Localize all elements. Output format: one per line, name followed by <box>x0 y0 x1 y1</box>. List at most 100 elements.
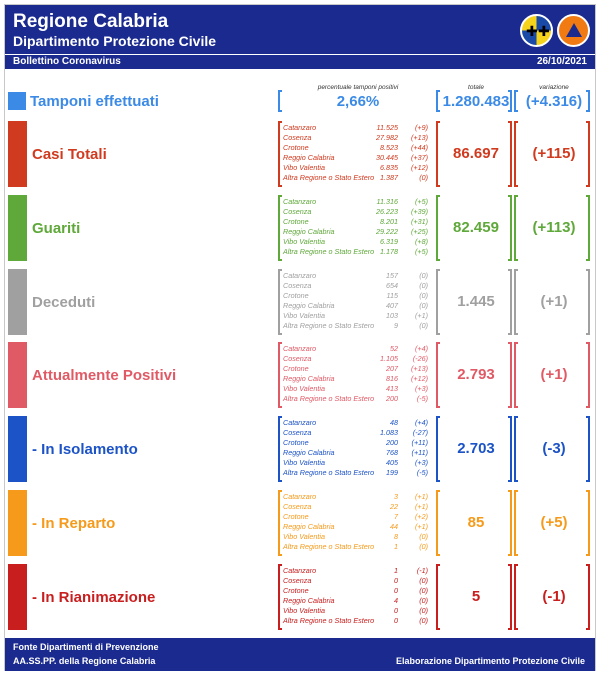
province-name: Cosenza <box>283 207 312 216</box>
province-list: Catanzaro 157 (0) Cosenza 654 (0) Crotone 115 (0… <box>280 271 436 333</box>
cross-icon: ✚ <box>538 23 550 39</box>
section-marker <box>8 269 27 335</box>
province-delta: (+39) <box>411 207 428 216</box>
section-marker <box>8 121 27 187</box>
bulletin-date: 26/10/2021 <box>536 56 587 67</box>
province-name: Altra Regione o Stato Estero <box>283 616 375 625</box>
section-label: Attualmente Positivi <box>32 367 177 384</box>
province-row: Reggio Calabria 768 (+11) <box>280 448 436 458</box>
province-value: 3 <box>394 492 398 501</box>
province-row: Catanzaro 11.525 (+9) <box>280 123 436 133</box>
section-guariti: Guariti Catanzaro 11.316 (+5) Cosenza 26.223 (… <box>0 195 600 261</box>
province-value: 407 <box>386 301 398 310</box>
province-delta: (+1) <box>415 522 428 531</box>
province-row: Catanzaro 3 (+1) <box>280 492 436 502</box>
province-row: Catanzaro 11.316 (+5) <box>280 197 436 207</box>
section-marker <box>8 195 27 261</box>
province-value: 1.387 <box>380 173 398 182</box>
province-name: Catanzaro <box>283 197 317 206</box>
bracket <box>514 195 518 261</box>
section-marker <box>8 342 27 408</box>
province-delta: (0) <box>419 542 428 551</box>
bracket <box>436 195 440 261</box>
province-delta: (+3) <box>415 458 428 467</box>
province-value: 103 <box>386 311 398 320</box>
province-delta: (-26) <box>412 354 428 363</box>
province-list: Catanzaro 11.525 (+9) Cosenza 27.982 (+13) Cro… <box>280 123 436 185</box>
province-value: 6.835 <box>380 163 398 172</box>
province-name: Vibo Valentia <box>283 384 325 393</box>
bracket <box>508 90 512 112</box>
province-value: 816 <box>386 374 398 383</box>
section-casi: Casi Totali Catanzaro 11.525 (+9) Cosenza 27.… <box>0 121 600 187</box>
province-value: 44 <box>390 522 398 531</box>
province-delta: (+1) <box>415 502 428 511</box>
bracket <box>436 490 440 556</box>
province-value: 52 <box>390 344 398 353</box>
section-total: 2.703 <box>457 440 495 457</box>
tamponi-marker <box>8 92 26 110</box>
bracket <box>278 416 282 482</box>
province-name: Crotone <box>283 217 309 226</box>
bracket <box>508 564 512 630</box>
province-value: 0 <box>394 616 398 625</box>
province-name: Reggio Calabria <box>283 227 335 236</box>
province-value: 48 <box>390 418 398 427</box>
province-delta: (0) <box>419 586 428 595</box>
province-name: Vibo Valentia <box>283 163 325 172</box>
header: Regione Calabria Dipartimento Protezione… <box>5 5 595 54</box>
province-delta: (+11) <box>411 438 428 447</box>
province-name: Altra Regione o Stato Estero <box>283 173 375 182</box>
province-row: Vibo Valentia 6.319 (+8) <box>280 237 436 247</box>
province-name: Catanzaro <box>283 566 317 575</box>
bracket <box>508 416 512 482</box>
province-name: Catanzaro <box>283 418 317 427</box>
province-delta: (+11) <box>411 448 428 457</box>
province-delta: (+37) <box>411 153 428 162</box>
province-value: 8.201 <box>380 217 398 226</box>
tamponi-total: 1.280.483 <box>442 93 510 110</box>
footer: Fonte Dipartimenti di Prevenzione AA.SS.… <box>5 638 595 671</box>
bracket <box>278 342 282 408</box>
province-delta: (+12) <box>411 374 428 383</box>
province-name: Cosenza <box>283 133 312 142</box>
bracket <box>508 195 512 261</box>
province-value: 200 <box>386 394 398 403</box>
bracket <box>586 490 590 556</box>
province-name: Reggio Calabria <box>283 448 335 457</box>
province-value: 1 <box>394 566 398 575</box>
province-delta: (+13) <box>411 133 428 142</box>
province-row: Altra Regione o Stato Estero 9 (0) <box>280 321 436 331</box>
province-name: Cosenza <box>283 502 312 511</box>
province-delta: (+25) <box>411 227 428 236</box>
province-name: Cosenza <box>283 428 312 437</box>
province-list: Catanzaro 52 (+4) Cosenza 1.105 (-26) Crotone 2… <box>280 344 436 406</box>
province-name: Vibo Valentia <box>283 606 325 615</box>
province-value: 413 <box>386 384 398 393</box>
province-name: Crotone <box>283 438 309 447</box>
province-value: 654 <box>386 281 398 290</box>
province-value: 8 <box>394 532 398 541</box>
province-row: Cosenza 1.083 (-27) <box>280 428 436 438</box>
bracket <box>586 269 590 335</box>
section-label: Casi Totali <box>32 146 107 163</box>
province-delta: (0) <box>419 173 428 182</box>
province-name: Catanzaro <box>283 123 317 132</box>
province-row: Crotone 115 (0) <box>280 291 436 301</box>
province-value: 6.319 <box>380 237 398 246</box>
section-total: 2.793 <box>457 366 495 383</box>
section-rianimazione: - In Rianimazione Catanzaro 1 (-1) Cosenza 0 (… <box>0 564 600 630</box>
province-delta: (+1) <box>415 311 428 320</box>
province-row: Catanzaro 157 (0) <box>280 271 436 281</box>
section-total: 85 <box>467 514 485 531</box>
section-deceduti: Deceduti Catanzaro 157 (0) Cosenza 654 (0) Crot… <box>0 269 600 335</box>
province-name: Reggio Calabria <box>283 301 335 310</box>
province-row: Vibo Valentia 413 (+3) <box>280 384 436 394</box>
section-variation: (+1) <box>540 293 568 310</box>
province-delta: (+3) <box>415 384 428 393</box>
province-delta: (+5) <box>415 197 428 206</box>
province-value: 768 <box>386 448 398 457</box>
province-delta: (0) <box>419 532 428 541</box>
bracket <box>278 490 282 556</box>
section-label: Deceduti <box>32 294 96 311</box>
